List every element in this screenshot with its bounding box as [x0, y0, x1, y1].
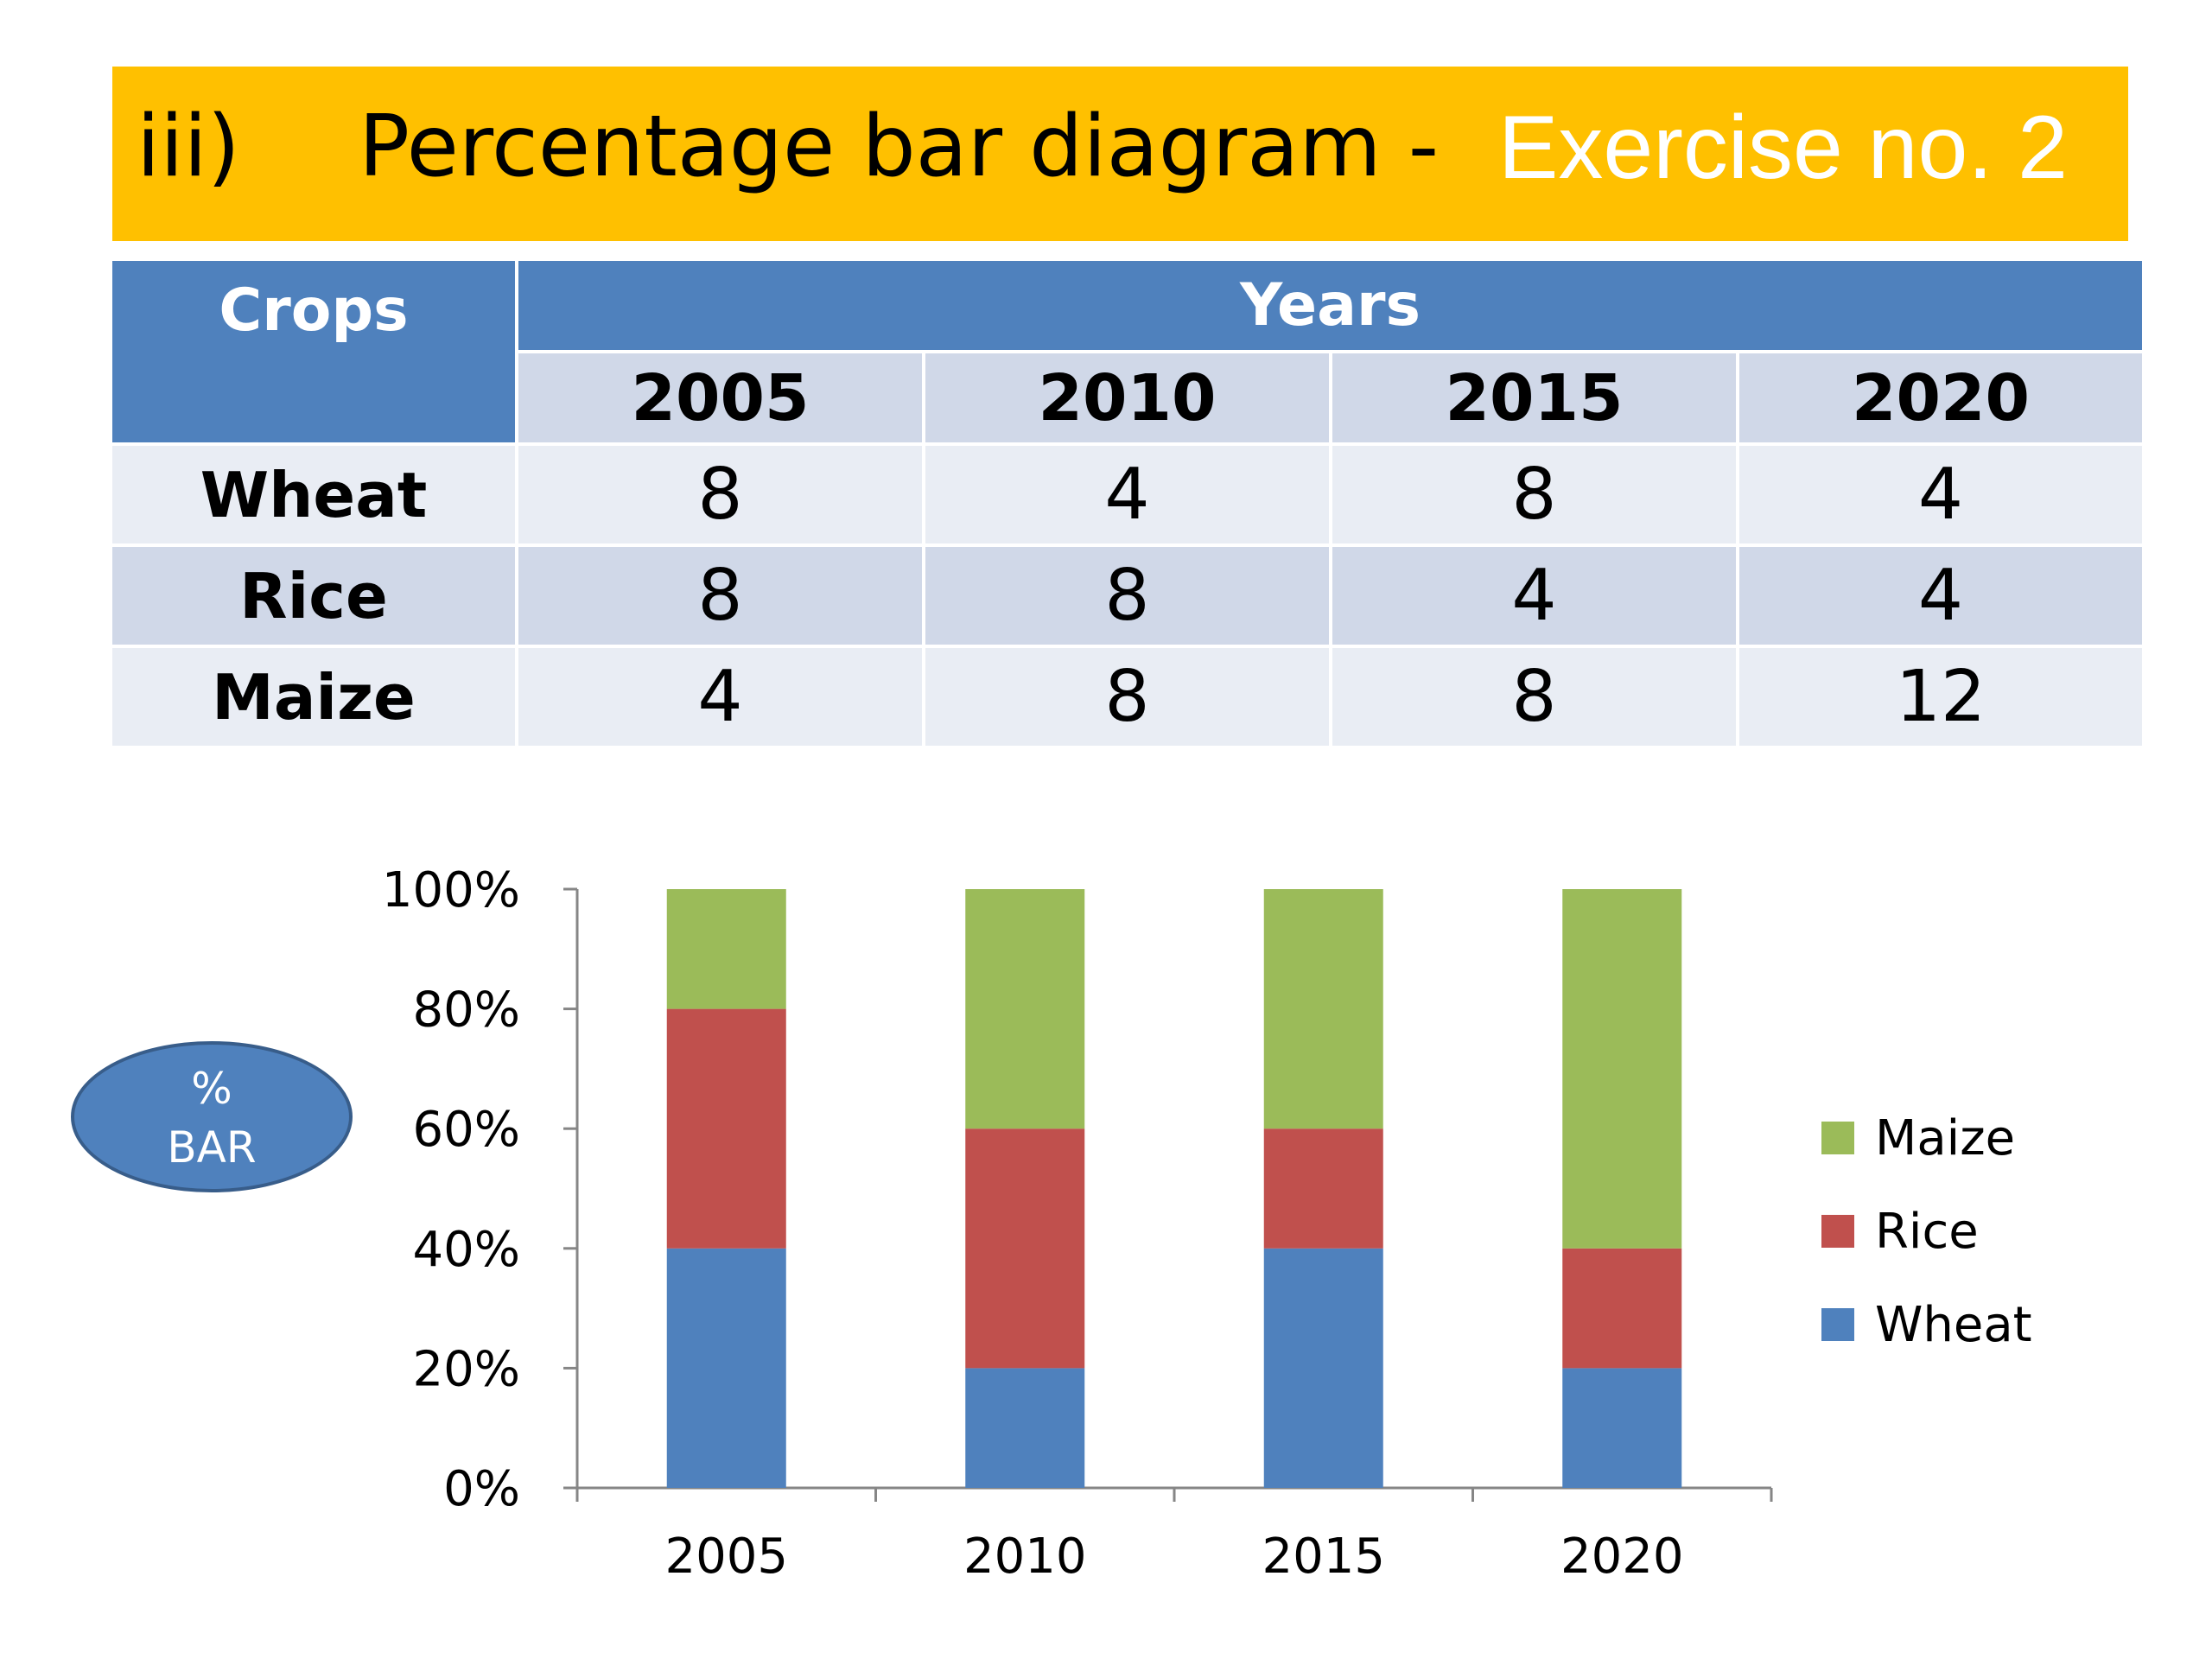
y-tick-label: 0% — [443, 1461, 520, 1517]
bar-maize-2020 — [1562, 889, 1682, 1249]
bar-rice-2015 — [1263, 1128, 1383, 1249]
row-label-rice: Rice — [112, 547, 515, 645]
year-header-2015: 2015 — [1332, 353, 1736, 442]
y-tick-label: 80% — [413, 982, 520, 1039]
table-cell: 8 — [925, 648, 1329, 746]
bar-wheat-2020 — [1562, 1368, 1682, 1488]
row-label-maize: Maize — [112, 648, 515, 746]
bar-wheat-2005 — [666, 1248, 786, 1488]
table-cell: 4 — [1332, 547, 1736, 645]
bar-rice-2005 — [666, 1008, 786, 1249]
bar-wheat-2015 — [1263, 1248, 1383, 1488]
table-cell: 8 — [518, 547, 922, 645]
table-row-maize: Maize 4 8 8 12 — [112, 648, 2143, 746]
x-tick-label: 2020 — [1560, 1529, 1684, 1585]
bar-maize-2005 — [666, 889, 786, 1009]
crops-header: Crops — [112, 261, 515, 442]
legend-swatch-wheat — [1821, 1308, 1854, 1341]
table-cell: 4 — [518, 648, 922, 746]
title-number: iii) — [137, 98, 240, 196]
y-tick-label: 20% — [413, 1341, 520, 1397]
year-header-2020: 2020 — [1739, 353, 2143, 442]
bar-maize-2015 — [1263, 889, 1383, 1129]
x-tick-label: 2015 — [1262, 1529, 1385, 1585]
table-cell: 8 — [925, 547, 1329, 645]
row-label-wheat: Wheat — [112, 446, 515, 543]
y-tick-label: 40% — [413, 1222, 520, 1278]
legend-label-rice: Rice — [1875, 1204, 1979, 1260]
years-header: Years — [518, 261, 2143, 350]
y-tick-label: 100% — [382, 862, 520, 918]
badge-bar-text: BAR — [167, 1122, 257, 1173]
table-row-wheat: Wheat 8 4 8 4 — [112, 446, 2143, 543]
table-cell: 8 — [518, 446, 922, 543]
table-cell: 8 — [1332, 648, 1736, 746]
legend-swatch-rice — [1821, 1215, 1854, 1248]
x-tick-label: 2010 — [963, 1529, 1087, 1585]
bar-rice-2010 — [965, 1128, 1085, 1369]
bar-rice-2020 — [1562, 1248, 1682, 1369]
table-cell: 4 — [1739, 446, 2143, 543]
title-banner: iii) Percentage bar diagram - Exercise n… — [112, 67, 2128, 241]
percent-bar-badge: % BAR — [71, 1041, 353, 1192]
x-tick-label: 2005 — [664, 1529, 788, 1585]
bar-maize-2010 — [965, 889, 1085, 1129]
title-text: Percentage bar diagram - — [359, 98, 1440, 196]
table-cell: 12 — [1739, 648, 2143, 746]
exercise-label: Exercise no. 2 — [1498, 98, 2068, 198]
year-header-2005: 2005 — [518, 353, 922, 442]
legend-label-wheat: Wheat — [1875, 1297, 2032, 1353]
table-cell: 8 — [1332, 446, 1736, 543]
legend-label-maize: Maize — [1875, 1110, 2015, 1166]
bar-wheat-2010 — [965, 1368, 1085, 1488]
table-cell: 4 — [1739, 547, 2143, 645]
table-row-rice: Rice 8 8 4 4 — [112, 547, 2143, 645]
legend-swatch-maize — [1821, 1122, 1854, 1154]
year-header-2010: 2010 — [925, 353, 1329, 442]
crop-table: Crops Years 2005 2010 2015 2020 Wheat 8 … — [109, 257, 2145, 749]
y-tick-label: 60% — [413, 1102, 520, 1158]
table-cell: 4 — [925, 446, 1329, 543]
badge-percent-sign: % — [191, 1064, 232, 1114]
